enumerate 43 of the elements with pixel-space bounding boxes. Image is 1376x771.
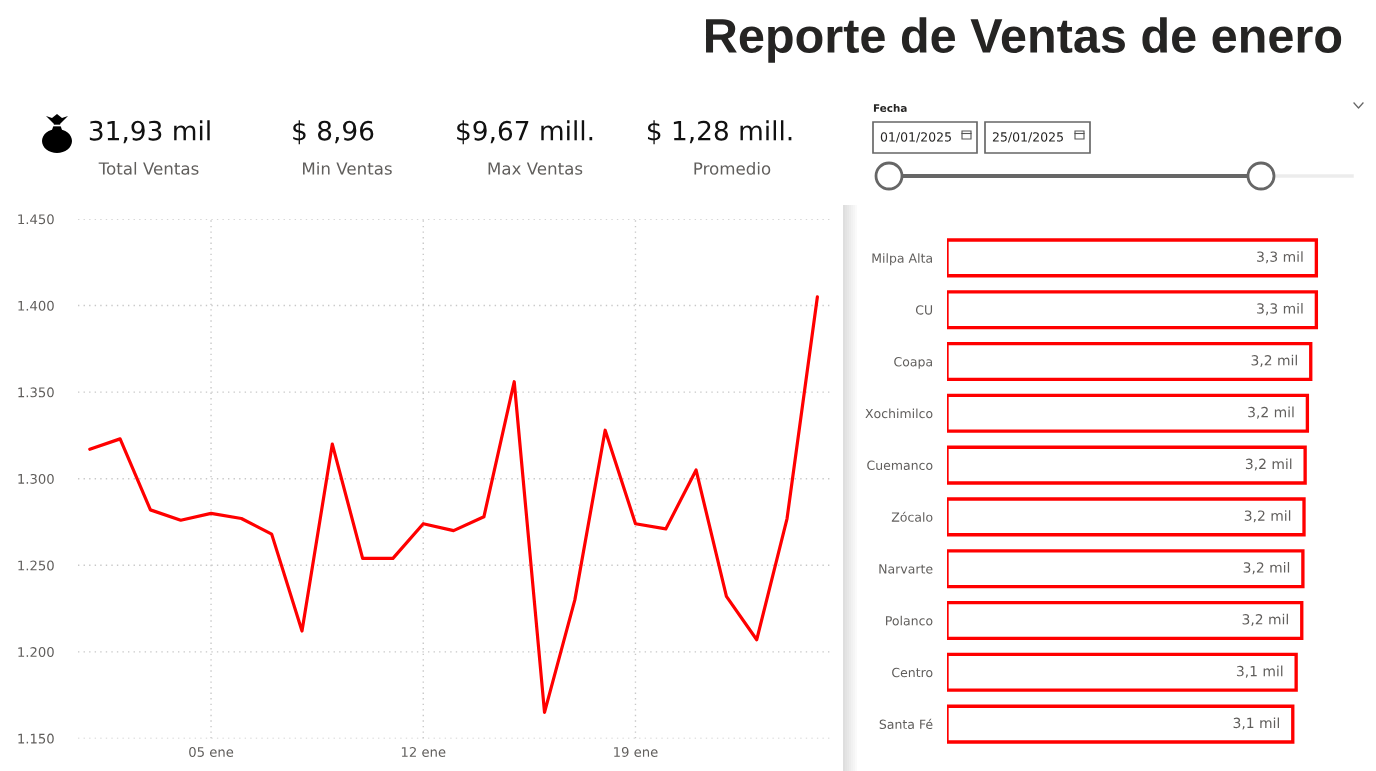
data-label: 3,2 mil <box>1244 510 1291 523</box>
data-label: 3,2 mil <box>1245 458 1292 471</box>
text: Max Ventas <box>488 162 583 175</box>
data-label: 3,2 mil <box>1248 406 1294 419</box>
y-tick-label: 1.400 <box>18 300 54 311</box>
data-label: 3,2 mil <box>1242 613 1288 626</box>
text: Total Ventas <box>98 161 199 175</box>
text: 31,93 mil <box>89 120 210 144</box>
y-tick-label: Xochimilco <box>865 408 933 419</box>
y-tick-label: 1.200 <box>18 647 54 658</box>
text: 25/01/2025 <box>992 132 1063 143</box>
text: Reporte de Ventas de enero <box>706 17 1342 63</box>
y-tick-label: Milpa Alta <box>872 253 932 266</box>
x-tick-label: 19 ene <box>614 746 658 757</box>
y-tick-label: Polanco <box>886 615 933 626</box>
text: Min Ventas <box>303 161 392 175</box>
data-label: 3,1 mil <box>1236 665 1283 678</box>
data-label: 3,2 mil <box>1251 354 1297 367</box>
y-tick-label: Zócalo <box>891 511 933 522</box>
text: Fecha <box>873 103 907 113</box>
data-label: 3,3 mil <box>1257 302 1303 316</box>
y-tick-label: CU <box>915 305 933 315</box>
y-tick-label: Narvarte <box>879 564 933 574</box>
y-tick-label: 1.300 <box>18 473 54 484</box>
text: $ 8,96 <box>293 120 374 145</box>
line-series <box>88 295 819 715</box>
text: Promedio <box>694 161 771 175</box>
y-tick-label: Coapa <box>894 356 932 369</box>
data-label: 3,1 mil <box>1233 717 1279 730</box>
text: $9,67 mill. <box>457 120 593 145</box>
y-tick-label: 1.250 <box>18 560 54 571</box>
y-tick-label: 1.450 <box>18 214 54 225</box>
y-tick-label: Centro <box>892 667 933 678</box>
text: 01/01/2025 <box>880 132 951 143</box>
data-label: 3,3 mil <box>1257 251 1303 264</box>
y-tick-label: Santa Fé <box>879 718 933 730</box>
y-tick-label: Cuemanco <box>867 460 933 471</box>
x-tick-label: 05 ene <box>189 746 234 757</box>
x-tick-label: 12 ene <box>401 746 446 757</box>
y-tick-label: 1.150 <box>18 733 54 744</box>
text: $ 1,28 mill. <box>647 120 792 145</box>
y-tick-label: 1.350 <box>18 387 54 398</box>
data-label: 3,2 mil <box>1243 561 1290 575</box>
